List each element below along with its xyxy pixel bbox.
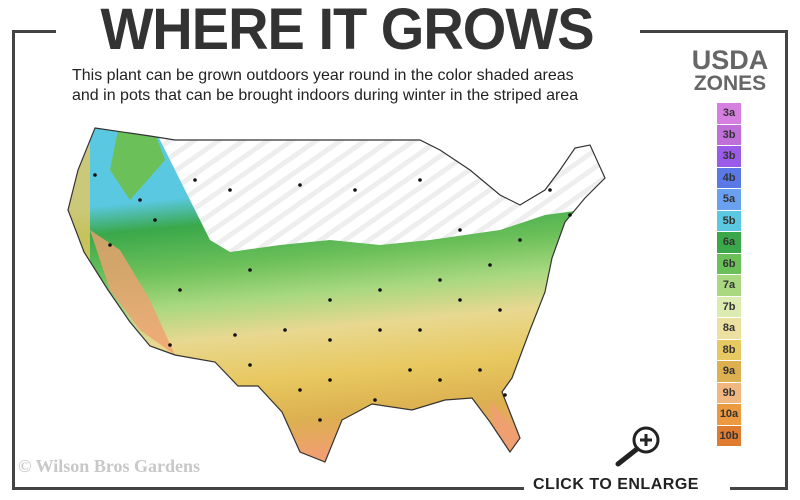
legend-zone-8a: 8a	[717, 318, 741, 339]
legend-zone-3b: 3b	[717, 124, 741, 145]
city-marker	[138, 198, 142, 202]
city-marker	[373, 398, 377, 402]
frame-line	[12, 30, 15, 490]
city-marker	[498, 308, 502, 312]
city-marker	[168, 343, 172, 347]
city-marker	[418, 178, 422, 182]
city-marker	[248, 268, 252, 272]
legend-zone-3a: 3a	[717, 103, 741, 124]
city-marker	[328, 338, 332, 342]
frame-line	[12, 487, 524, 490]
page-title: WHERE IT GROWS	[100, 0, 594, 62]
city-marker	[438, 278, 442, 282]
city-marker	[518, 238, 522, 242]
city-marker	[283, 328, 287, 332]
city-marker	[458, 228, 462, 232]
city-marker	[548, 188, 552, 192]
city-marker	[378, 288, 382, 292]
city-marker	[418, 328, 422, 332]
legend-zone-6a: 6a	[717, 232, 741, 253]
copyright: © Wilson Bros Gardens	[18, 456, 200, 476]
frame-line	[640, 30, 788, 33]
legend-zone-7b: 7b	[717, 296, 741, 317]
frame-line	[12, 30, 56, 33]
city-marker	[503, 393, 507, 397]
city-marker	[458, 298, 462, 302]
city-marker	[93, 173, 97, 177]
legend-zone-9a: 9a	[717, 361, 741, 382]
legend-title-zones: ZONES	[693, 72, 767, 95]
city-marker	[153, 218, 157, 222]
city-marker	[378, 328, 382, 332]
city-marker	[478, 368, 482, 372]
legend-zone-8b: 8b	[717, 339, 741, 360]
city-marker	[408, 368, 412, 372]
click-to-enlarge-link[interactable]: CLICK TO ENLARGE	[533, 476, 699, 493]
city-marker	[178, 288, 182, 292]
zone-shading	[68, 128, 605, 462]
subtitle-line-1: This plant can be grown outdoors year ro…	[72, 67, 574, 84]
city-marker	[248, 363, 252, 367]
legend-title: USDA ZONES	[676, 45, 784, 96]
legend-title-usda: USDA	[691, 45, 769, 75]
city-marker	[328, 378, 332, 382]
magnifier-plus-icon[interactable]	[612, 424, 664, 468]
city-marker	[298, 183, 302, 187]
legend-zone-10b: 10b	[717, 425, 741, 446]
legend-zone-9b: 9b	[717, 382, 741, 403]
legend-zone-4b: 4b	[717, 167, 741, 188]
city-marker	[328, 298, 332, 302]
city-marker	[193, 178, 197, 182]
frame-line	[730, 487, 788, 490]
zone-legend: 3a 3b 3b 4b 5a 5b 6a 6b 7a 7b 8a 8b 9a 9b 10a 10b	[717, 103, 741, 447]
city-markers	[93, 173, 572, 422]
subtitle-line-2: and in pots that can be brought indoors …	[72, 87, 579, 104]
legend-zone-10a: 10a	[717, 404, 741, 425]
legend-zone-3b: 3b	[717, 146, 741, 167]
city-marker	[233, 333, 237, 337]
city-marker	[228, 188, 232, 192]
frame-line	[785, 30, 788, 490]
city-marker	[108, 243, 112, 247]
legend-zone-7a: 7a	[717, 275, 741, 296]
city-marker	[318, 418, 322, 422]
legend-zone-5b: 5b	[717, 210, 741, 231]
city-marker	[353, 188, 357, 192]
city-marker	[488, 263, 492, 267]
city-marker	[298, 388, 302, 392]
city-marker	[438, 378, 442, 382]
legend-zone-6b: 6b	[717, 253, 741, 274]
city-marker	[568, 213, 572, 217]
legend-zone-5a: 5a	[717, 189, 741, 210]
